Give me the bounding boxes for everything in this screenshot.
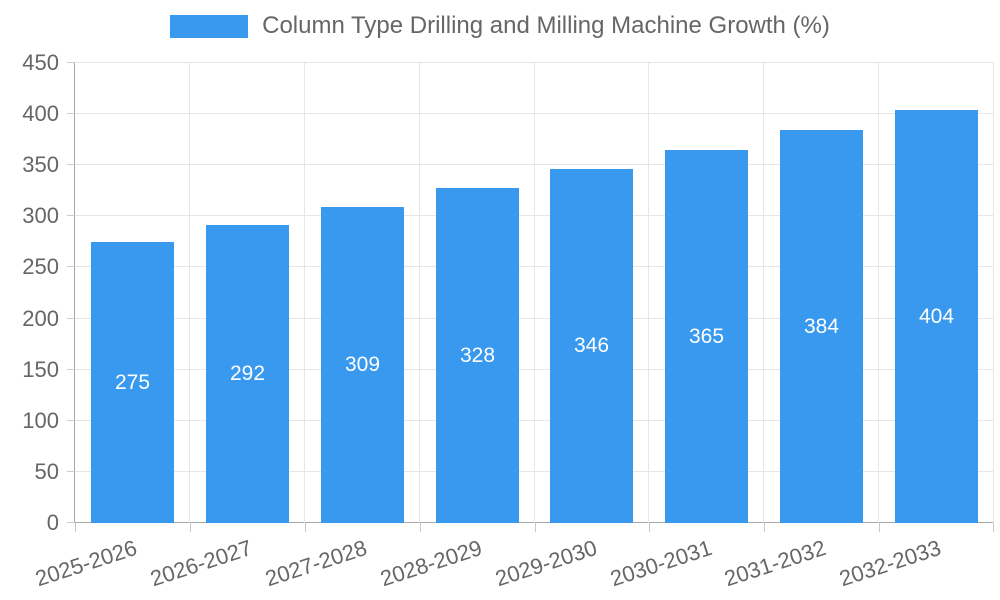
x-tick-mark — [75, 523, 76, 532]
gridline-vertical — [419, 63, 420, 523]
gridline-vertical — [878, 63, 879, 523]
x-axis-tick-label: 2031-2032 — [721, 535, 830, 592]
gridline-vertical — [304, 63, 305, 523]
legend-item[interactable]: Column Type Drilling and Milling Machine… — [170, 12, 830, 40]
y-tick-mark — [67, 62, 75, 63]
bar[interactable]: 292 — [206, 225, 289, 523]
x-axis-tick-label: 2030-2031 — [606, 535, 715, 592]
y-tick-mark — [67, 470, 75, 472]
y-axis-tick-label: 300 — [22, 203, 59, 229]
y-tick-mark — [67, 215, 75, 217]
y-axis-tick-label: 200 — [22, 305, 59, 331]
bar-value-label: 328 — [459, 343, 496, 367]
y-axis-tick-label: 50 — [34, 458, 59, 484]
x-tick-mark — [535, 523, 536, 532]
y-tick-mark — [67, 164, 75, 166]
y-axis-tick-label: 400 — [22, 101, 59, 127]
bar[interactable]: 328 — [436, 188, 519, 523]
gridline-vertical — [763, 63, 764, 523]
legend-label: Column Type Drilling and Milling Machine… — [262, 12, 830, 39]
gridline-horizontal — [75, 62, 994, 63]
x-axis-tick-label: 2027-2028 — [262, 535, 370, 592]
y-tick-mark — [67, 368, 75, 370]
y-tick-mark — [67, 113, 75, 115]
x-axis-tick-label: 2032-2033 — [836, 535, 945, 592]
x-tick-mark — [879, 523, 880, 532]
x-axis-tick-label: 2025-2026 — [32, 535, 141, 592]
bar[interactable]: 365 — [665, 150, 748, 523]
y-axis-tick-label: 150 — [22, 356, 59, 382]
bar-value-label: 404 — [918, 304, 955, 328]
x-tick-mark — [420, 523, 421, 532]
bar-value-label: 292 — [229, 362, 266, 385]
y-axis-tick-label: 100 — [22, 407, 59, 433]
bar[interactable]: 309 — [321, 207, 404, 523]
bar-value-label: 365 — [688, 324, 725, 348]
y-axis-tick-label: 450 — [22, 50, 59, 75]
plot-area: 0 50 100 150 200 250 300 350 400 450 2025-2026 2026… — [22, 50, 994, 591]
y-axis-tick-label: 0 — [46, 510, 59, 535]
y-tick-mark — [67, 419, 75, 421]
legend: Column Type Drilling and Milling Machine… — [0, 12, 1000, 40]
y-tick-mark — [67, 266, 75, 268]
bar-value-label: 309 — [344, 353, 381, 376]
bar-value-label: 275 — [114, 370, 151, 394]
y-axis-tick-label: 250 — [22, 254, 59, 280]
gridline-vertical — [189, 63, 190, 523]
x-tick-mark — [649, 523, 650, 532]
gridline-vertical — [648, 63, 649, 523]
x-axis-tick-label: 2026-2027 — [147, 535, 256, 592]
bar-value-label: 346 — [573, 334, 610, 357]
bar[interactable]: 346 — [550, 169, 633, 523]
y-axis-tick-label: 350 — [22, 152, 59, 178]
x-tick-mark — [993, 523, 994, 532]
bar[interactable]: 384 — [780, 130, 863, 523]
x-tick-mark — [305, 523, 306, 532]
x-tick-mark — [764, 523, 765, 532]
gridline-vertical — [993, 63, 994, 523]
y-tick-mark — [67, 522, 75, 523]
x-axis-tick-label: 2028-2029 — [376, 535, 485, 592]
legend-color-swatch — [170, 14, 249, 38]
x-tick-mark — [190, 523, 191, 532]
bar[interactable]: 275 — [91, 242, 174, 523]
gridline-vertical — [534, 63, 535, 523]
y-tick-mark — [67, 317, 75, 319]
x-axis-tick-label: 2029-2030 — [491, 535, 600, 592]
bar-value-label: 384 — [803, 314, 840, 338]
bar[interactable]: 404 — [895, 110, 978, 523]
